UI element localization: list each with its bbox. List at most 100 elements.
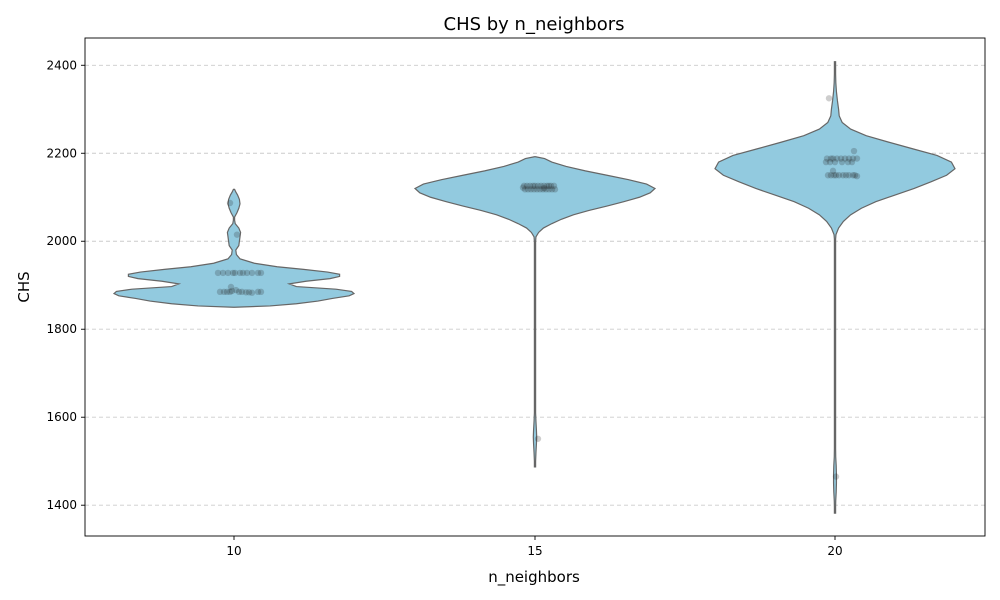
data-point [848,158,856,166]
data-point [545,182,553,190]
data-point [530,186,538,193]
data-point [851,172,859,179]
data-point [542,186,550,193]
data-point [849,172,857,179]
data-point [527,186,535,193]
strip-points [214,95,861,480]
data-point [235,288,243,296]
data-point [220,288,228,296]
x-tick-label: 15 [527,544,542,558]
y-tick-label: 2400 [46,58,77,72]
x-tick-label: 20 [827,544,842,558]
violins [112,61,956,514]
data-point [833,155,841,162]
data-point [827,172,835,179]
data-point [529,182,537,190]
data-point [245,289,253,296]
data-point [825,95,833,102]
data-point [830,172,838,179]
y-tick-label: 1400 [46,498,77,512]
data-point [254,288,262,296]
data-point [521,186,529,193]
data-point [224,269,232,277]
y-tick-label: 2200 [46,146,77,160]
data-point [536,186,544,193]
data-point [236,269,244,277]
data-point [534,182,542,190]
data-point [823,155,831,162]
data-point [551,186,559,193]
x-axis-label: n_neighbors [488,568,580,587]
data-point [827,155,835,162]
data-point [520,182,528,190]
data-point [853,172,861,180]
data-point [254,269,262,277]
data-point [831,158,839,166]
data-point [223,288,231,296]
data-point [227,283,235,291]
violin-20 [714,61,956,514]
data-point [547,182,555,190]
violin-15 [413,156,657,468]
data-point [531,182,539,190]
data-point [837,155,845,162]
data-point [839,172,847,179]
data-point [248,289,256,296]
data-point [853,155,861,162]
data-point [845,172,853,179]
data-point [829,167,837,175]
data-point [248,269,256,277]
data-point [243,269,251,277]
data-point [550,182,558,190]
data-point [233,231,241,238]
data-point [845,155,853,162]
data-point [832,473,840,480]
y-axis-label: CHS [15,271,33,302]
data-point [842,172,850,179]
data-point [849,155,857,162]
data-point [540,182,548,190]
data-point [539,186,547,193]
x-axis-ticks: 10 15 20 [226,536,843,558]
data-point [523,182,531,190]
violin-10 [112,188,356,308]
data-point [524,186,532,193]
y-tick-label: 1600 [46,410,77,424]
data-point [534,435,542,442]
data-point [526,182,534,190]
data-point [228,287,236,295]
data-point [226,288,234,296]
data-point [238,288,246,296]
data-point [838,158,846,166]
data-point [850,147,858,155]
data-point [232,286,240,294]
data-point [231,269,239,277]
data-point [519,184,527,191]
x-tick-label: 10 [226,544,241,558]
data-point [829,155,837,162]
data-point [214,269,222,277]
data-point [257,269,265,277]
data-point [540,184,548,192]
y-axis-ticks: 1400 1600 1800 2000 2200 2400 [46,58,85,512]
y-tick-label: 2000 [46,234,77,248]
data-point [824,172,832,179]
data-point [826,158,834,166]
data-point [257,288,265,296]
data-point [822,158,830,166]
data-point [537,182,545,190]
data-point [841,155,849,162]
data-point [835,172,843,179]
data-point [832,172,840,179]
data-point [533,186,541,193]
data-point [239,269,247,277]
data-point [229,269,237,277]
data-point [548,186,556,193]
y-tick-label: 1800 [46,322,77,336]
data-point [219,269,227,277]
data-point [545,186,553,193]
data-point [226,199,234,207]
data-point [543,182,551,190]
data-point [242,289,250,296]
